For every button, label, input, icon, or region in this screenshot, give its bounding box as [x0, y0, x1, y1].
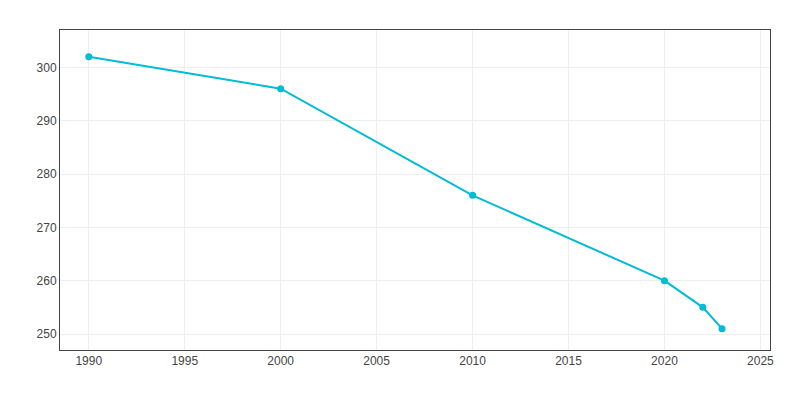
svg-text:270: 270: [37, 221, 57, 235]
svg-text:1990: 1990: [75, 354, 102, 368]
svg-text:280: 280: [37, 167, 57, 181]
svg-text:290: 290: [37, 114, 57, 128]
svg-text:2010: 2010: [459, 354, 486, 368]
svg-text:1995: 1995: [171, 354, 198, 368]
svg-text:300: 300: [37, 61, 57, 75]
svg-text:2020: 2020: [651, 354, 678, 368]
svg-text:2000: 2000: [267, 354, 294, 368]
svg-text:2005: 2005: [363, 354, 390, 368]
svg-text:250: 250: [37, 327, 57, 341]
svg-text:260: 260: [37, 274, 57, 288]
svg-text:2025: 2025: [747, 354, 774, 368]
svg-text:2015: 2015: [555, 354, 582, 368]
